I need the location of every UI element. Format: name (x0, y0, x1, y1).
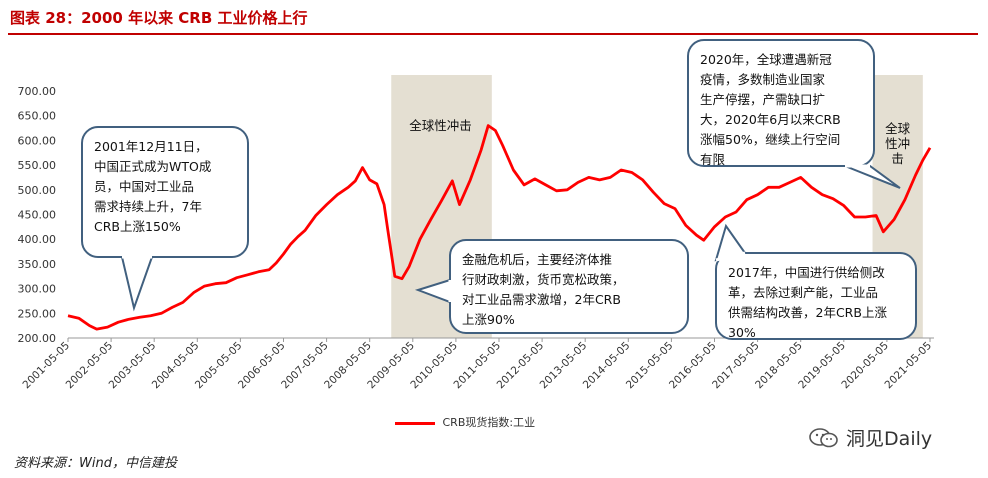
legend-label: CRB现货指数:工业 (442, 416, 536, 429)
shaded-period-label: 全球性冲击 (409, 118, 472, 133)
series-layer (67, 124, 932, 331)
annotation-bubble-2: 2020年，全球遭遇新冠疫情，多数制造业国家生产停摆，产需缺口扩大，2020年6… (687, 39, 901, 189)
legend: CRB现货指数:工业 (395, 414, 535, 430)
y-tick-label: 200.00 (18, 332, 57, 345)
annotation-text: 30% (728, 325, 756, 340)
figure-title: 图表 28：2000 年以来 CRB 工业价格上行 (10, 9, 308, 27)
shaded-period-label: 性冲 (885, 136, 910, 151)
shaded-period-label: 全球 (885, 121, 911, 136)
annotation-text: 大，2020年6月以来CRB (700, 112, 841, 127)
title-rule (8, 33, 978, 35)
y-tick-label: 300.00 (18, 283, 57, 296)
y-tick-label: 500.00 (18, 184, 57, 197)
annotation-text: 上涨90% (462, 312, 515, 327)
annotation-text: 员，中国对工业品 (94, 179, 194, 194)
annotation-text: 供需结构改善，2年CRB上涨 (728, 305, 887, 320)
y-tick-label: 600.00 (18, 134, 57, 147)
annotation-text: 2001年12月11日， (94, 139, 208, 154)
y-tick-label: 450.00 (18, 209, 57, 222)
annotation-text: 行财政刺激，货币宽松政策， (462, 272, 625, 287)
annotation-text: 2017年，中国进行供给侧改 (728, 265, 885, 280)
annotation-text: 涨幅50%，继续上行空间 (700, 132, 840, 147)
y-tick-label: 700.00 (18, 85, 57, 98)
annotation-text: 中国正式成为WTO成 (94, 159, 211, 174)
legend-swatch (395, 421, 435, 425)
y-tick-label: 550.00 (18, 159, 57, 172)
y-tick-label: 350.00 (18, 258, 57, 271)
annotation-text: CRB上涨150% (94, 219, 181, 234)
y-tick-label: 650.00 (18, 110, 57, 123)
shaded-period-label: 击 (891, 151, 904, 166)
annotation-text: 需求持续上升，7年 (94, 199, 202, 214)
annotation-text: 有限 (700, 152, 726, 167)
brand-label: 洞见Daily (846, 428, 933, 450)
annotation-text: 革，去除过剩产能，工业品 (728, 285, 878, 300)
brand-watermark: 洞见Daily (808, 424, 932, 451)
annotation-text: 2020年，全球遭遇新冠 (700, 52, 832, 67)
annotation-text: 对工业品需求激增，2年CRB (462, 292, 621, 307)
y-tick-label: 250.00 (18, 307, 57, 320)
annotation-text: 金融危机后，主要经济体推 (462, 252, 612, 267)
annotation-text: 疫情，多数制造业国家 (700, 72, 826, 87)
series-line-crb-industrial (67, 124, 932, 331)
wechat-icon (809, 427, 838, 447)
figure-source: 资料来源：Wind，中信建投 (14, 456, 177, 471)
y-tick-label: 400.00 (18, 233, 57, 246)
annotation-bubble-3: 2017年，中国进行供给侧改革，去除过剩产能，工业品供需结构改善，2年CRB上涨… (714, 223, 917, 340)
annotation-text: 生产停摆，产需缺口扩 (700, 92, 825, 107)
